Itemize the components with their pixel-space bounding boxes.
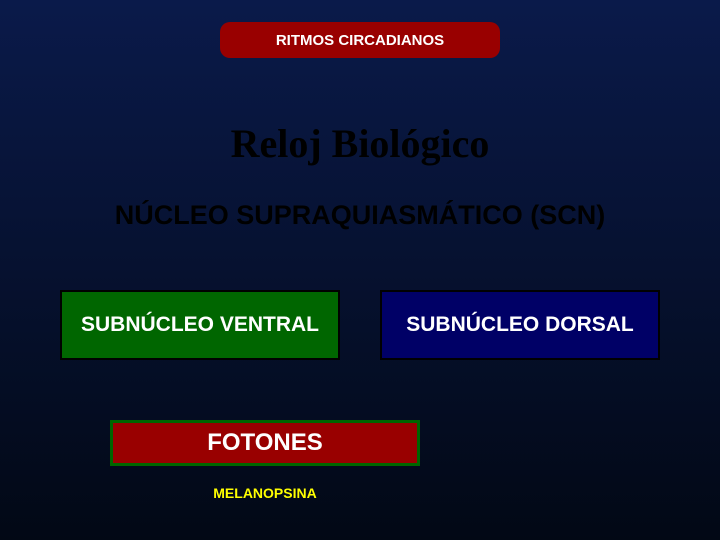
title-text: Reloj Biológico — [231, 121, 490, 166]
footer-text-label: MELANOPSINA — [213, 485, 316, 501]
box-fotones-text: FOTONES — [207, 429, 323, 457]
subtitle-text: NÚCLEO SUPRAQUIASMÁTICO (SCN) — [115, 200, 606, 230]
box-ventral: SUBNÚCLEO VENTRAL — [60, 290, 340, 360]
box-dorsal-text: SUBNÚCLEO DORSAL — [406, 313, 634, 337]
subtitle: NÚCLEO SUPRAQUIASMÁTICO (SCN) — [0, 200, 720, 231]
box-ventral-text: SUBNÚCLEO VENTRAL — [81, 313, 319, 337]
title: Reloj Biológico — [0, 120, 720, 167]
slide: RITMOS CIRCADIANOS Reloj Biológico NÚCLE… — [0, 0, 720, 540]
box-dorsal: SUBNÚCLEO DORSAL — [380, 290, 660, 360]
box-fotones: FOTONES — [110, 420, 420, 466]
footer-text: MELANOPSINA — [0, 485, 530, 501]
header-banner: RITMOS CIRCADIANOS — [220, 22, 500, 58]
header-banner-text: RITMOS CIRCADIANOS — [276, 32, 444, 49]
